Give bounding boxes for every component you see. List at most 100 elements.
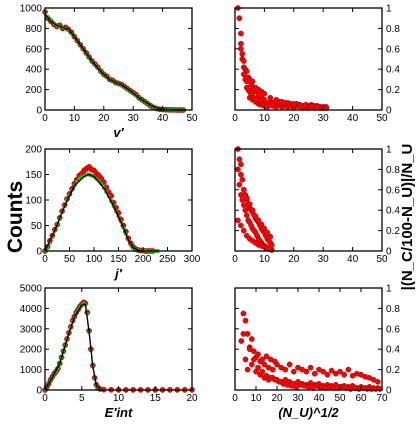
red-point xyxy=(374,378,381,385)
series-line xyxy=(44,303,104,391)
panel-rj: 0 10 20 30 40 5000.20.40.60.81 xyxy=(232,145,400,266)
plot-frame xyxy=(234,287,383,391)
x-tick-label: 20 xyxy=(98,113,110,124)
red-point xyxy=(235,217,241,224)
red-point xyxy=(243,195,250,201)
red-point xyxy=(269,366,276,373)
red-point xyxy=(240,58,247,64)
x-axis-label: E′int xyxy=(105,405,133,420)
x-tick-label: 40 xyxy=(347,254,359,265)
x-tick-label: 300 xyxy=(184,254,201,265)
y-tick-label: 50 xyxy=(31,221,43,232)
y-tick-label: 0 xyxy=(36,106,42,117)
red-point xyxy=(345,366,352,373)
right-ylabel: |(N_C/100-N_U)|/N_U xyxy=(399,144,416,291)
x-tick-label: 30 xyxy=(292,393,304,404)
red-point xyxy=(328,367,335,374)
red-point xyxy=(252,213,259,220)
y-tick-label: 200 xyxy=(25,85,42,96)
y-tick-label: 1 xyxy=(386,4,392,15)
series-line xyxy=(44,13,187,111)
y-tick-label: 4000 xyxy=(20,304,43,315)
red-point xyxy=(249,207,256,214)
plot-frame xyxy=(234,7,383,111)
x-tick-label: 0 xyxy=(232,393,238,404)
left-ylabel: Counts xyxy=(4,181,27,253)
y-tick-label: 0 xyxy=(36,386,42,397)
red-point xyxy=(282,366,289,373)
red-point xyxy=(263,353,270,360)
series-re-0 xyxy=(238,310,383,392)
right-ylabel-text: |(N_C/100-N_U)|/N_U xyxy=(399,144,416,291)
y-tick-label: 200 xyxy=(25,145,42,156)
red-point xyxy=(242,317,249,324)
x-tick-label: 30 xyxy=(318,254,330,265)
panel-v: 0 10 20 30 40 50 0 200 400 600 800 1000 v′ xyxy=(20,4,198,141)
series-e-2 xyxy=(44,303,104,391)
red-point xyxy=(238,338,245,344)
y-tick-label: 100 xyxy=(25,196,42,207)
x-tick-label: 10 xyxy=(259,254,271,265)
series-j-2 xyxy=(44,173,144,252)
y-tick-label: 2000 xyxy=(20,345,43,356)
red-point xyxy=(240,186,247,193)
y-tick-label: 0 xyxy=(36,247,42,258)
y-tick-label: 0.8 xyxy=(386,304,400,315)
series-line xyxy=(44,173,144,252)
red-point xyxy=(238,45,244,52)
y-tick-label: 600 xyxy=(25,44,42,55)
x-tick-label: 50 xyxy=(334,393,346,404)
y-tick-label: 0.8 xyxy=(386,24,400,35)
red-point xyxy=(267,233,274,240)
red-point xyxy=(240,310,247,317)
red-point xyxy=(255,351,261,358)
red-point xyxy=(238,222,244,229)
red-point xyxy=(290,368,297,375)
plot-frame xyxy=(234,148,383,252)
plot-frame xyxy=(44,7,193,111)
y-tick-label: 1 xyxy=(386,145,392,156)
x-tick-label: 0 xyxy=(232,113,238,124)
red-point xyxy=(274,361,280,368)
y-tick-label: 0.4 xyxy=(386,206,400,217)
red-point xyxy=(236,181,243,188)
red-point xyxy=(236,156,243,163)
y-tick-label: 0.2 xyxy=(386,85,400,96)
red-point xyxy=(261,361,268,368)
x-tick-label: 20 xyxy=(186,393,198,404)
red-point xyxy=(267,94,274,101)
red-point xyxy=(242,356,249,363)
x-tick-label: 40 xyxy=(157,113,169,124)
y-tick-label: 400 xyxy=(25,65,42,76)
x-tick-label: 20 xyxy=(288,113,300,124)
red-point xyxy=(238,40,244,47)
red-point xyxy=(236,15,243,22)
x-tick-label: 20 xyxy=(271,393,283,404)
red-point xyxy=(238,171,244,178)
x-tick-label: 50 xyxy=(186,113,198,124)
panel-e: 0 5 10 15 20 0 1000 2000 3000 4000 5000 E′int xyxy=(20,284,198,421)
x-tick-label: 0 xyxy=(42,393,48,404)
red-point xyxy=(273,96,280,103)
red-point xyxy=(244,366,251,373)
red-point xyxy=(249,78,256,85)
red-point xyxy=(314,104,321,110)
x-tick-label: 10 xyxy=(113,393,125,404)
red-point xyxy=(303,368,310,375)
red-point xyxy=(337,368,343,375)
red-point xyxy=(259,368,266,375)
red-point xyxy=(239,176,246,183)
red-point xyxy=(324,371,331,378)
red-point xyxy=(238,30,244,37)
red-point xyxy=(259,356,266,363)
series-v-2 xyxy=(44,13,187,111)
red-point xyxy=(279,98,285,105)
y-tick-label: 1000 xyxy=(20,365,43,376)
y-tick-label: 0.4 xyxy=(386,345,400,356)
red-point xyxy=(246,346,253,353)
red-point xyxy=(261,96,268,103)
x-axis-label: (N_U)^1/2 xyxy=(278,405,339,420)
x-tick-label: 70 xyxy=(376,393,388,404)
